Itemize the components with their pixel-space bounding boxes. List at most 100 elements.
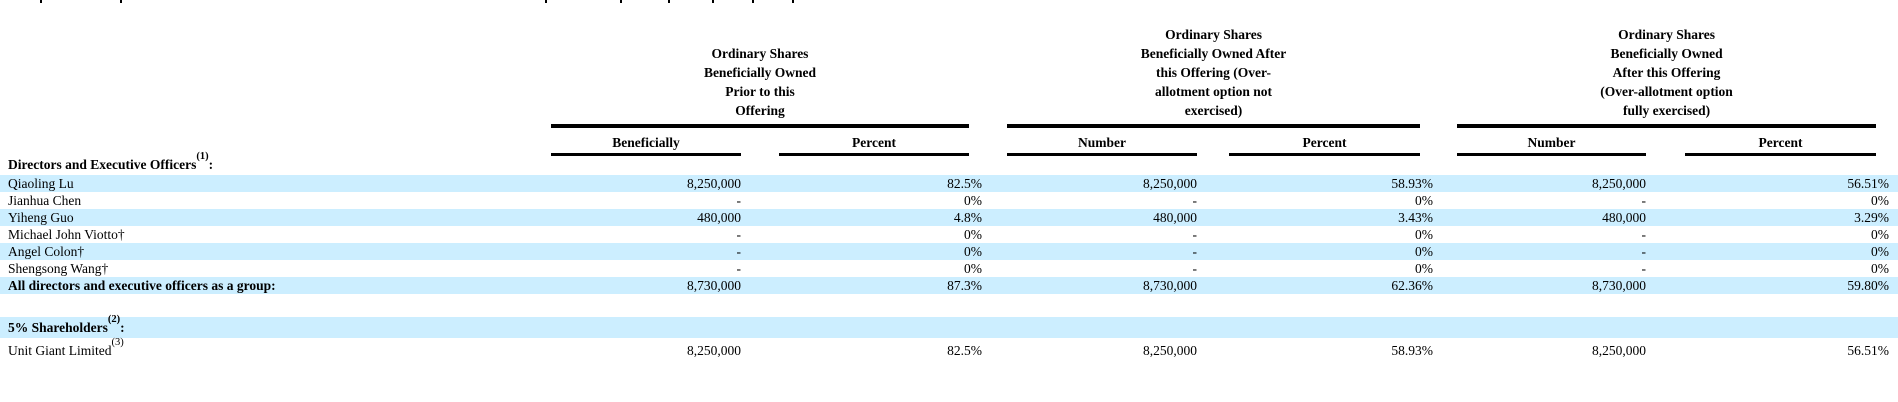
column-gap bbox=[1646, 338, 1685, 363]
number-cell: - bbox=[1641, 192, 1647, 208]
percent-cell: 3.29% bbox=[1854, 209, 1890, 225]
column-gap bbox=[741, 277, 779, 294]
table-row: Jianhua Chen - 0% - 0% - 0% bbox=[0, 192, 1898, 209]
right-margin-spacer bbox=[1876, 14, 1898, 126]
number-cell: 8,730,000 bbox=[1143, 277, 1197, 293]
number-cell bbox=[1007, 154, 1197, 175]
percent-cell: 0% bbox=[964, 243, 982, 259]
percent-cell: 82.5% bbox=[947, 175, 982, 191]
table-row: 5% Shareholders(2): bbox=[0, 314, 1898, 338]
number-cell bbox=[1457, 154, 1646, 175]
column-header-beneficially: Beneficially bbox=[551, 126, 741, 156]
name-column-spacer bbox=[0, 126, 551, 154]
number-cell: 8,250,000 bbox=[687, 342, 741, 358]
column-gap bbox=[1646, 226, 1685, 243]
number-cell: - bbox=[736, 243, 742, 259]
number-cell: 8,250,000 bbox=[1592, 175, 1647, 191]
column-gap bbox=[741, 260, 779, 277]
column-gap bbox=[1197, 126, 1229, 154]
text-fragment bbox=[40, 0, 42, 3]
percent-cell: 0% bbox=[1871, 192, 1890, 208]
percent-cell: 82.5% bbox=[947, 342, 982, 358]
sub-header-row: Beneficially Percent Number Percent Numb… bbox=[0, 126, 1898, 156]
number-cell: - bbox=[736, 226, 742, 242]
table-row: Directors and Executive Officers(1): bbox=[0, 151, 1898, 175]
column-gap bbox=[1197, 154, 1229, 175]
row-label: Directors and Executive Officers(1): bbox=[8, 151, 214, 172]
column-gap bbox=[741, 192, 779, 209]
right-margin-spacer bbox=[1876, 154, 1898, 175]
percent-cell: 0% bbox=[964, 226, 982, 242]
footnote-reference: (2) bbox=[107, 314, 121, 325]
column-gap bbox=[1197, 260, 1229, 277]
percent-cell bbox=[1685, 154, 1876, 175]
column-header-percent-3: Percent bbox=[1685, 126, 1877, 156]
percent-cell: 59.80% bbox=[1847, 277, 1890, 293]
text-fragment bbox=[620, 0, 622, 3]
row-label: Unit Giant Limited(3) bbox=[8, 337, 124, 358]
column-gap bbox=[1646, 175, 1685, 192]
number-cell: - bbox=[736, 192, 742, 208]
text-fragment bbox=[545, 0, 547, 3]
column-header-number-2: Number bbox=[1007, 126, 1197, 156]
row-label: 5% Shareholders(2): bbox=[8, 314, 125, 335]
group-header-after-offering-fully-exercised: Ordinary Shares Beneficially Owned After… bbox=[1457, 14, 1877, 128]
percent-cell bbox=[1685, 317, 1876, 338]
percent-cell: 87.3% bbox=[947, 277, 982, 293]
number-cell: - bbox=[1641, 243, 1647, 259]
text-fragment bbox=[752, 0, 754, 3]
number-cell: 8,250,000 bbox=[687, 175, 741, 191]
text-fragment bbox=[120, 0, 122, 3]
percent-cell bbox=[779, 154, 969, 175]
column-gap bbox=[1197, 338, 1229, 363]
percent-cell: 4.8% bbox=[953, 209, 982, 225]
spacer-cell bbox=[0, 294, 1898, 317]
number-cell: - bbox=[1641, 226, 1647, 242]
right-margin-spacer bbox=[1876, 317, 1898, 338]
text-fragment bbox=[668, 0, 670, 3]
column-gap bbox=[1197, 192, 1229, 209]
column-gap bbox=[741, 175, 779, 192]
column-gap bbox=[1197, 277, 1229, 294]
number-cell: - bbox=[1192, 226, 1198, 242]
row-label: Shengsong Wang† bbox=[8, 260, 109, 276]
column-gap bbox=[741, 317, 779, 338]
percent-cell: 0% bbox=[964, 260, 982, 276]
number-cell bbox=[1007, 317, 1197, 338]
percent-cell: 0% bbox=[1415, 226, 1434, 242]
column-gap bbox=[1646, 260, 1685, 277]
column-gap bbox=[1646, 243, 1685, 260]
column-gap bbox=[1646, 317, 1685, 338]
group-header-prior-to-offering: Ordinary Shares Beneficially Owned Prior… bbox=[551, 14, 969, 128]
group-gap bbox=[969, 126, 1007, 154]
column-gap bbox=[1646, 209, 1685, 226]
footnote-reference: (3) bbox=[111, 337, 124, 348]
column-gap bbox=[741, 209, 779, 226]
number-cell: - bbox=[1192, 260, 1198, 276]
number-cell bbox=[1457, 317, 1646, 338]
number-cell: - bbox=[736, 260, 742, 276]
text-fragment bbox=[712, 0, 714, 3]
column-gap bbox=[1646, 277, 1685, 294]
group-gap bbox=[969, 14, 1007, 126]
group-header-row: Ordinary Shares Beneficially Owned Prior… bbox=[0, 14, 1898, 128]
number-cell: - bbox=[1192, 243, 1198, 259]
column-gap bbox=[969, 154, 1007, 175]
right-margin-spacer bbox=[1876, 126, 1898, 154]
row-label: Yiheng Guo bbox=[8, 209, 74, 225]
number-cell bbox=[551, 317, 741, 338]
row-label: Jianhua Chen bbox=[8, 192, 82, 208]
name-column-spacer bbox=[0, 14, 551, 126]
column-gap bbox=[741, 126, 779, 154]
number-cell: - bbox=[1641, 260, 1647, 276]
number-cell: 8,250,000 bbox=[1143, 342, 1197, 358]
percent-cell bbox=[1229, 317, 1420, 338]
row-label: Qiaoling Lu bbox=[8, 175, 74, 191]
table-row: Michael John Viotto† - 0% - 0% - 0% bbox=[0, 226, 1898, 243]
column-gap bbox=[1646, 126, 1685, 154]
percent-cell: 3.43% bbox=[1398, 209, 1434, 225]
percent-cell: 58.93% bbox=[1391, 342, 1434, 358]
column-gap bbox=[1420, 317, 1457, 338]
text-fragment bbox=[792, 0, 794, 3]
